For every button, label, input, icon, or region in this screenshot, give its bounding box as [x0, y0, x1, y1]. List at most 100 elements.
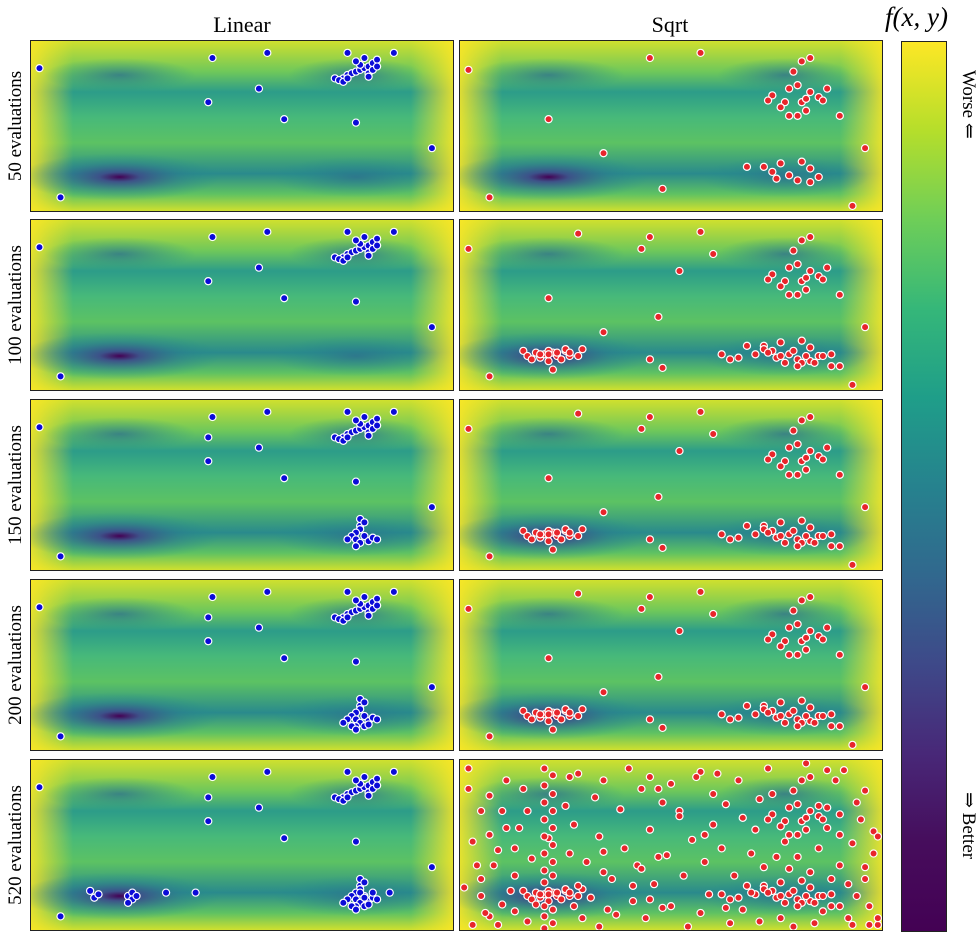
sample-point — [696, 587, 705, 597]
sample-point — [780, 98, 790, 107]
sample-point — [768, 167, 777, 177]
sample-point — [873, 913, 882, 923]
sample-point — [637, 784, 646, 794]
row-label-100: 100 evaluations — [5, 245, 26, 365]
sample-point — [460, 883, 469, 892]
sample-point — [364, 900, 373, 909]
sample-point — [485, 830, 494, 839]
sample-point — [191, 888, 200, 897]
sample-point — [784, 171, 794, 180]
sample-point — [844, 913, 853, 923]
sample-point — [772, 852, 781, 862]
sample-point — [822, 766, 832, 775]
sample-point — [860, 322, 870, 332]
sample-point — [835, 861, 844, 870]
sample-point — [784, 830, 794, 839]
sample-point — [848, 201, 857, 211]
column-title-sqrt: Sqrt — [651, 12, 689, 37]
sample-point — [679, 871, 688, 880]
sample-point — [784, 84, 794, 93]
panel-sqrt-row-2 — [459, 219, 883, 391]
sample-point — [527, 355, 536, 364]
sample-point — [789, 706, 798, 716]
panel-linear-row-4 — [30, 579, 454, 751]
sample-point — [540, 866, 549, 875]
sample-point — [801, 825, 811, 834]
sample-point — [709, 429, 718, 439]
sample-point — [793, 542, 802, 551]
sample-point — [717, 710, 726, 719]
sample-point — [544, 474, 553, 483]
sample-point — [280, 294, 289, 303]
sample-point — [793, 290, 802, 299]
sample-point — [493, 845, 503, 855]
sample-point — [540, 849, 549, 858]
sample-point — [763, 888, 773, 897]
sample-point — [801, 465, 811, 474]
sample-point — [360, 878, 369, 887]
sample-point — [637, 244, 646, 254]
sample-point — [806, 164, 815, 173]
sample-point — [768, 789, 777, 799]
sample-point — [822, 623, 832, 632]
sample-point — [343, 253, 352, 262]
sample-point — [763, 635, 773, 644]
sample-point — [742, 162, 752, 171]
sample-point — [835, 722, 844, 731]
sample-point — [751, 530, 760, 539]
sample-point — [696, 767, 705, 777]
sample-point — [544, 294, 553, 303]
sample-point — [721, 800, 731, 809]
sample-point — [797, 236, 806, 245]
sample-point — [759, 162, 769, 171]
sample-point — [789, 246, 798, 255]
sample-point — [725, 535, 735, 544]
sample-point — [578, 345, 587, 354]
sample-point — [789, 426, 798, 435]
sample-point — [339, 898, 348, 907]
sample-point — [793, 852, 802, 862]
sample-point — [776, 698, 785, 707]
sample-point — [860, 874, 870, 884]
sample-point — [536, 710, 545, 719]
sample-point — [364, 72, 373, 81]
sample-point — [645, 895, 655, 904]
sample-point — [734, 893, 743, 902]
sample-point — [573, 229, 583, 238]
sample-point — [738, 813, 747, 822]
sample-point — [523, 917, 532, 926]
sample-point — [280, 474, 289, 483]
sample-point — [835, 542, 844, 551]
sample-point — [784, 803, 794, 812]
sample-point — [835, 830, 844, 839]
sample-point — [94, 890, 103, 899]
sample-point — [544, 115, 553, 124]
sample-point — [784, 290, 794, 299]
row-label-50: 50 evaluations — [5, 70, 26, 182]
row-label-520: 520 evaluations — [5, 785, 26, 905]
sample-point — [717, 350, 726, 359]
sample-point — [784, 470, 794, 479]
sample-point — [793, 470, 802, 479]
sample-point — [827, 890, 836, 899]
sample-point — [827, 874, 836, 884]
sample-point — [801, 94, 811, 103]
sample-point — [675, 626, 684, 636]
sample-point — [776, 338, 785, 347]
sample-point — [797, 516, 806, 525]
sample-point — [717, 890, 726, 899]
sample-point — [599, 847, 608, 856]
sample-point — [801, 273, 811, 282]
panel-linear-row-2 — [30, 219, 454, 391]
sample-point — [552, 348, 562, 357]
sample-point — [476, 891, 486, 901]
sample-point — [713, 769, 722, 778]
sample-point — [263, 227, 272, 237]
sample-point — [654, 312, 663, 322]
sample-point — [548, 857, 558, 867]
sample-point — [485, 372, 494, 381]
panel-plot — [460, 580, 882, 750]
sample-point — [548, 789, 558, 799]
sample-point — [658, 798, 667, 807]
